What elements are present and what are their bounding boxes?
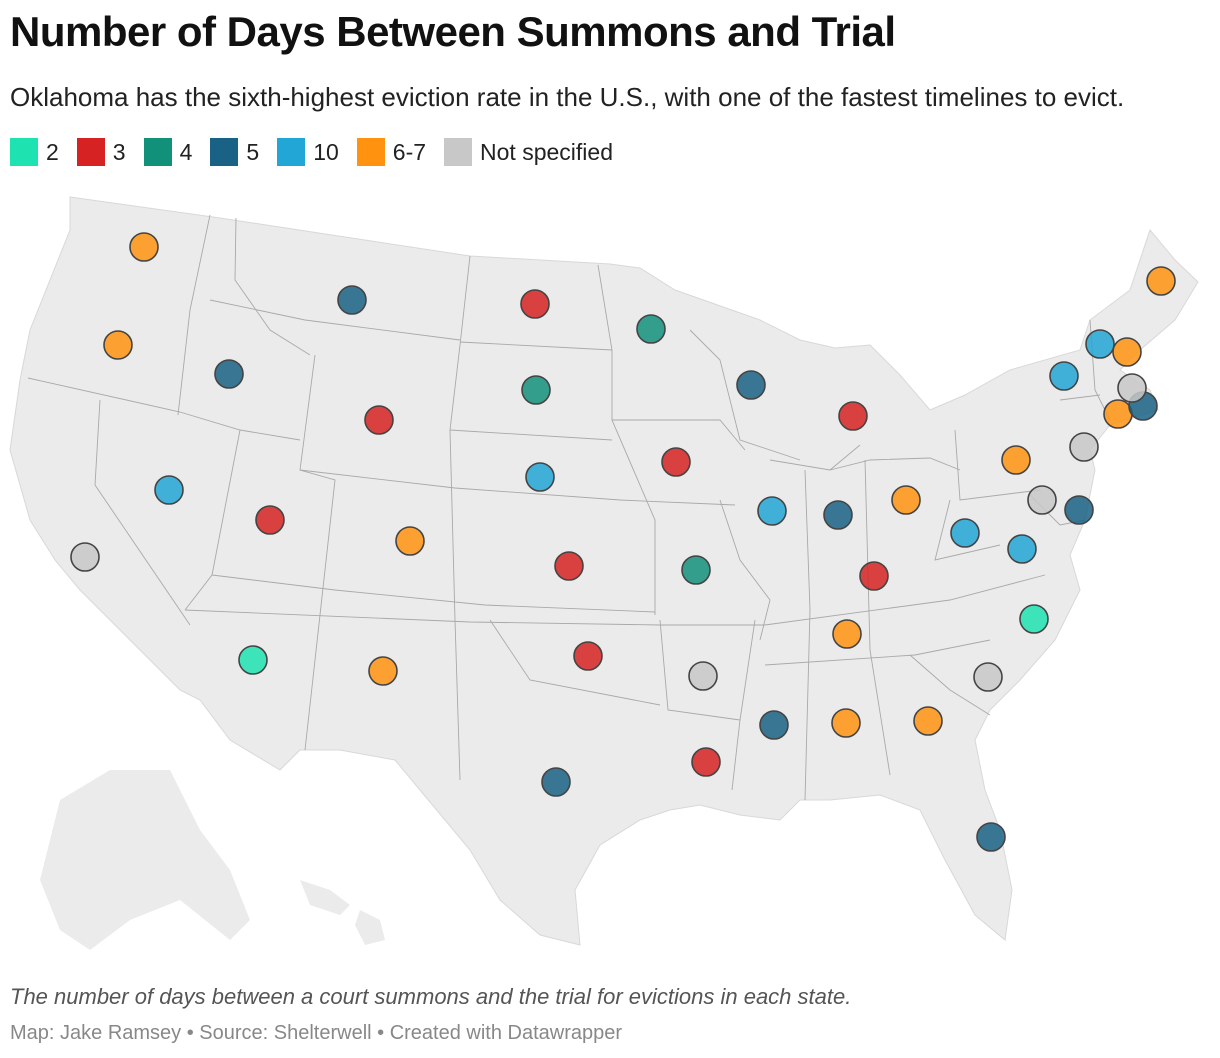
sc-marker: [973, 662, 1003, 692]
legend-item-not-specified: Not specified: [444, 138, 613, 166]
mo-marker: [681, 555, 711, 585]
legend-item-6-7: 6-7: [356, 138, 427, 166]
nc-marker: [1019, 604, 1049, 634]
hawaii-outline: [300, 880, 385, 945]
chart-title: Number of Days Between Summons and Trial: [10, 8, 896, 55]
nd-marker: [520, 289, 550, 319]
oh-marker: [891, 485, 921, 515]
al-marker: [831, 708, 861, 738]
alaska-outline: [40, 770, 250, 950]
legend-item-5: 5: [210, 138, 259, 166]
md-marker: [1027, 485, 1057, 515]
id-marker: [214, 359, 244, 389]
ms-marker: [759, 710, 789, 740]
sd-marker: [521, 375, 551, 405]
az-marker: [238, 645, 268, 675]
wi-marker: [736, 370, 766, 400]
or-marker: [103, 330, 133, 360]
legend-swatch: [277, 138, 306, 166]
in-marker: [823, 500, 853, 530]
legend-label: 4: [179, 138, 193, 165]
ma-marker: [1117, 373, 1147, 403]
legend-swatch: [444, 138, 473, 166]
legend-label: Not specified: [480, 138, 613, 165]
pa-marker: [1001, 445, 1031, 475]
nm-marker: [368, 656, 398, 686]
co-marker: [395, 526, 425, 556]
de-marker: [1064, 495, 1094, 525]
vt-marker: [1085, 329, 1115, 359]
legend-swatch: [356, 138, 385, 166]
state-borders: [27, 214, 1111, 801]
nj-marker: [1069, 432, 1099, 462]
ok-marker: [573, 641, 603, 671]
legend-item-4: 4: [143, 138, 193, 166]
va-marker: [1007, 534, 1037, 564]
wa-marker: [129, 232, 159, 262]
legend-swatch: [210, 138, 239, 166]
ct-marker: [1103, 399, 1133, 429]
ut-marker: [255, 505, 285, 535]
fl-marker: [976, 822, 1006, 852]
ga-marker: [913, 706, 943, 736]
mt-marker: [337, 285, 367, 315]
ky-marker: [859, 561, 889, 591]
wv-marker: [950, 518, 980, 548]
legend-swatch: [10, 138, 38, 166]
wy-marker: [364, 405, 394, 435]
tx-marker: [541, 767, 571, 797]
legend: 2 3 4 5 10 6-7 Not specified: [10, 138, 631, 166]
ar-marker: [688, 661, 718, 691]
legend-swatch: [76, 138, 105, 166]
legend-label: 6-7: [392, 138, 427, 165]
us-outline: [9, 196, 1199, 946]
legend-label: 2: [46, 138, 59, 165]
mi-marker: [838, 401, 868, 431]
legend-item-10: 10: [277, 138, 339, 166]
us-map: [9, 196, 1199, 950]
il-marker: [757, 496, 787, 526]
tn-marker: [832, 619, 862, 649]
ne-marker: [525, 462, 555, 492]
me-marker: [1146, 266, 1176, 296]
legend-swatch: [143, 138, 172, 166]
mn-marker: [636, 314, 666, 344]
legend-label: 5: [246, 138, 260, 165]
legend-item-2: 2: [10, 138, 59, 166]
chart-credit: Map: Jake Ramsey • Source: Shelterwell •…: [10, 1022, 623, 1044]
legend-label: 3: [112, 138, 126, 165]
chart-caption: The number of days between a court summo…: [10, 984, 852, 1009]
nv-marker: [154, 475, 184, 505]
chart-subtitle: Oklahoma has the sixth-highest eviction …: [10, 82, 1125, 112]
la-marker: [691, 747, 721, 777]
legend-item-3: 3: [76, 138, 126, 166]
ia-marker: [661, 447, 691, 477]
nh-marker: [1112, 337, 1142, 367]
ca-marker: [70, 542, 100, 572]
ks-marker: [554, 551, 584, 581]
ny-marker: [1049, 361, 1079, 391]
legend-label: 10: [313, 138, 339, 165]
state-markers: [70, 232, 1176, 852]
